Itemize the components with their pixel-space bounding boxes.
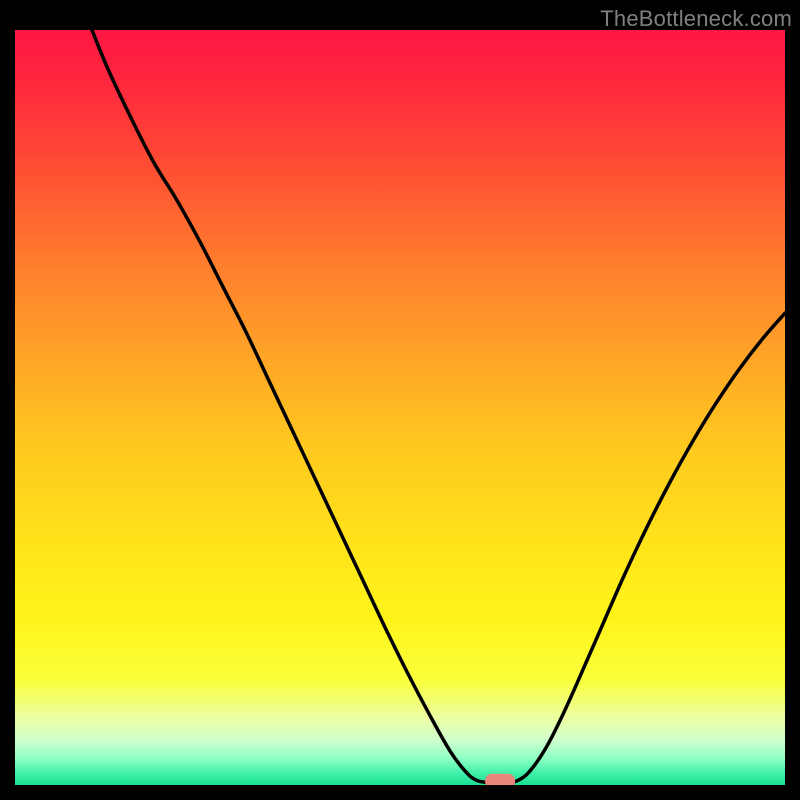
- bottleneck-chart: TheBottleneck.com: [0, 0, 800, 800]
- chart-svg: [0, 0, 800, 800]
- watermark-text: TheBottleneck.com: [600, 6, 792, 32]
- plot-background: [15, 30, 785, 785]
- frame-left: [0, 0, 15, 800]
- frame-right: [785, 0, 800, 800]
- frame-bottom: [0, 785, 800, 800]
